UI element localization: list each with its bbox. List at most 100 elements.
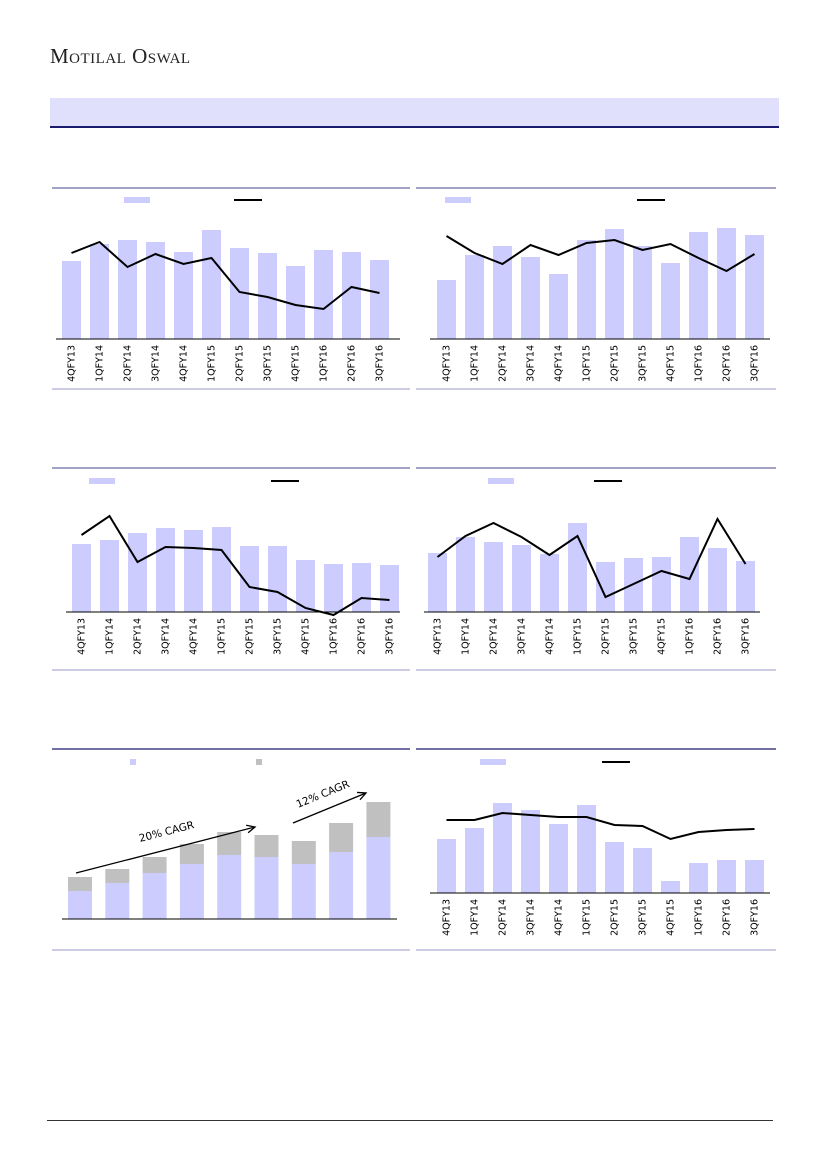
bar xyxy=(493,803,512,893)
bar xyxy=(493,246,512,339)
x-tick-label: 4QFY13 xyxy=(433,618,444,655)
legend-bar-swatch xyxy=(124,197,150,203)
bar xyxy=(633,848,652,893)
bar-segment-secondary xyxy=(217,832,242,855)
bar-segment-primary xyxy=(68,891,92,919)
x-tick-label: 3QFY15 xyxy=(638,345,649,382)
x-tick-label: 3QFY14 xyxy=(161,618,172,655)
bar xyxy=(689,232,708,339)
x-tick-label: 1QFY15 xyxy=(217,618,228,655)
bar xyxy=(689,863,708,893)
bar xyxy=(549,274,568,339)
x-tick-label: 4QFY14 xyxy=(554,345,565,382)
bar xyxy=(540,554,559,612)
cagr-arrow xyxy=(75,826,256,874)
x-tick-label: 2QFY15 xyxy=(610,899,621,936)
x-tick-label: 2QFY16 xyxy=(347,345,358,382)
bar-segment-secondary xyxy=(329,823,354,852)
bar xyxy=(118,240,137,339)
bar-segment-primary xyxy=(254,857,279,919)
x-tick-label: 2QFY15 xyxy=(601,618,612,655)
x-tick-label: 2QFY16 xyxy=(357,618,368,655)
chart-c5: 20% CAGR 12% CAGR xyxy=(62,759,397,920)
bar xyxy=(428,553,447,612)
x-tick-label: 1QFY14 xyxy=(95,345,106,382)
x-tick-label: 2QFY16 xyxy=(722,345,733,382)
bar xyxy=(72,544,91,612)
bar xyxy=(736,561,755,612)
bar xyxy=(156,528,175,612)
x-tick-label: 3QFY16 xyxy=(385,618,396,655)
bar xyxy=(512,545,531,612)
x-tick-label: 2QFY16 xyxy=(713,618,724,655)
bar xyxy=(661,881,680,893)
bar xyxy=(521,810,540,893)
x-tick-label: 3QFY14 xyxy=(151,345,162,382)
bar xyxy=(745,860,764,893)
bar xyxy=(342,252,361,339)
bar xyxy=(652,557,671,612)
x-tick-label: 1QFY15 xyxy=(582,899,593,936)
bar xyxy=(324,564,343,612)
bar xyxy=(62,261,81,339)
x-tick-label: 2QFY15 xyxy=(610,345,621,382)
x-tick-label: 1QFY15 xyxy=(207,345,218,382)
bar xyxy=(202,230,221,339)
bar xyxy=(146,242,165,339)
bar xyxy=(296,560,315,612)
x-tick-label: 4QFY14 xyxy=(179,345,190,382)
x-tick-label: 2QFY14 xyxy=(123,345,134,382)
x-tick-label: 4QFY13 xyxy=(442,345,453,382)
bar xyxy=(174,252,193,339)
x-tick-label: 1QFY16 xyxy=(329,618,340,655)
legend-bar-swatch xyxy=(480,759,506,765)
x-tick-label: 3QFY16 xyxy=(750,345,761,382)
chart-c2: 4QFY13 1QFY14 2QFY14 3QFY14 4QFY14 1QFY15 2QFY… xyxy=(430,197,770,382)
bar xyxy=(745,235,764,339)
bar xyxy=(484,542,503,612)
bar-segment-primary xyxy=(142,873,167,919)
x-tick-label: 3QFY16 xyxy=(750,899,761,936)
x-tick-label: 2QFY16 xyxy=(722,899,733,936)
bar-segment-primary xyxy=(217,855,242,919)
bar xyxy=(596,562,615,612)
x-tick-label: 1QFY16 xyxy=(685,618,696,655)
line-series xyxy=(71,240,380,311)
brand-logo: Motilal Oswal xyxy=(50,44,191,68)
bar xyxy=(437,280,456,339)
x-tick-label: 3QFY16 xyxy=(741,618,752,655)
x-tick-label: 1QFY14 xyxy=(470,345,481,382)
legend-bar-swatch xyxy=(488,478,514,484)
x-tick-label: 2QFY14 xyxy=(133,618,144,655)
x-tick-label: 1QFY16 xyxy=(694,345,705,382)
x-tick-label: 3QFY15 xyxy=(263,345,274,382)
x-tick-label: 1QFY14 xyxy=(461,618,472,655)
bar xyxy=(717,860,736,893)
x-tick-label: 3QFY15 xyxy=(629,618,640,655)
x-tick-label: 3QFY15 xyxy=(273,618,284,655)
bar xyxy=(549,824,568,893)
line-series xyxy=(446,811,755,841)
x-tick-label: 4QFY15 xyxy=(291,345,302,382)
x-tick-label: 4QFY14 xyxy=(554,899,565,936)
bar xyxy=(128,533,147,612)
bar xyxy=(661,263,680,339)
bar-segment-primary xyxy=(291,864,316,919)
bar-segment-secondary xyxy=(142,857,167,873)
x-tick-label: 4QFY15 xyxy=(301,618,312,655)
arrow-head-icon xyxy=(246,824,257,834)
cagr-annotation: 12% CAGR xyxy=(295,778,352,811)
bar-segment-primary xyxy=(329,852,354,919)
x-tick-label: 4QFY15 xyxy=(657,618,668,655)
x-tick-label: 2QFY14 xyxy=(498,345,509,382)
bar xyxy=(465,255,484,339)
bar xyxy=(184,530,203,612)
x-tick-label: 4QFY13 xyxy=(77,618,88,655)
x-tick-label: 2QFY14 xyxy=(498,899,509,936)
x-tick-label: 2QFY15 xyxy=(245,618,256,655)
bar xyxy=(577,240,596,339)
x-tick-label: 1QFY15 xyxy=(582,345,593,382)
cagr-arrow xyxy=(292,792,367,824)
x-tick-label: 4QFY13 xyxy=(67,345,78,382)
